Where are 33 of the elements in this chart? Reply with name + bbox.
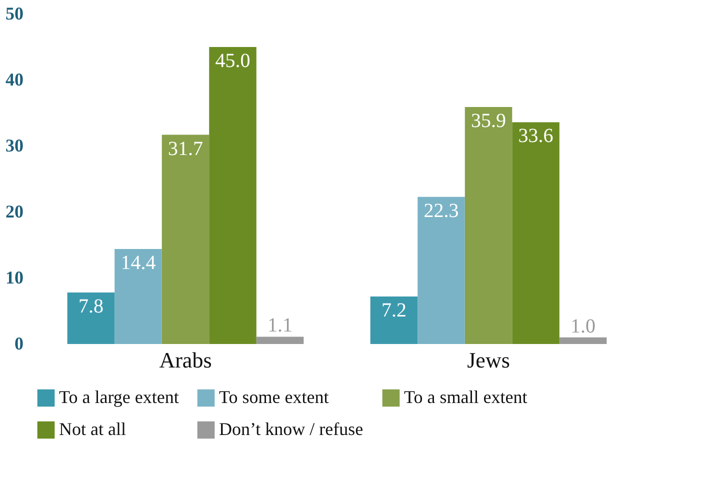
data-label: 1.1 — [268, 314, 293, 337]
legend-label: To a small extent — [404, 387, 528, 407]
bar — [559, 337, 607, 344]
y-tick-label: 20 — [6, 202, 24, 222]
data-label: 35.9 — [471, 110, 506, 132]
legend-label: Don’t know / refuse — [219, 419, 364, 439]
x-tick-label: Jews — [467, 348, 510, 372]
y-tick-label: 0 — [14, 334, 24, 354]
y-tick-label: 10 — [6, 268, 24, 288]
data-label: 22.3 — [424, 200, 459, 222]
y-tick-label: 40 — [6, 70, 24, 90]
bar — [256, 336, 304, 344]
bar — [209, 47, 256, 344]
bar — [512, 122, 560, 344]
legend-label: Not at all — [59, 419, 126, 439]
x-tick-label: Arabs — [159, 348, 212, 372]
data-label: 1.0 — [570, 315, 596, 338]
data-label: 7.2 — [381, 299, 406, 322]
data-label: 14.4 — [120, 252, 156, 274]
bar — [370, 296, 418, 344]
bar — [418, 196, 465, 344]
legend-label: To some extent — [219, 387, 329, 407]
data-label: 33.6 — [518, 125, 554, 148]
y-tick-label: 50 — [6, 4, 24, 24]
bar — [162, 134, 210, 344]
data-label: 45.0 — [215, 50, 250, 72]
legend-label: To a large extent — [59, 387, 179, 407]
data-label: 7.8 — [78, 296, 104, 318]
bar — [67, 292, 115, 344]
bar — [114, 248, 162, 344]
bar — [464, 107, 512, 344]
y-tick-label: 30 — [6, 136, 24, 156]
data-label: 31.7 — [168, 138, 203, 160]
